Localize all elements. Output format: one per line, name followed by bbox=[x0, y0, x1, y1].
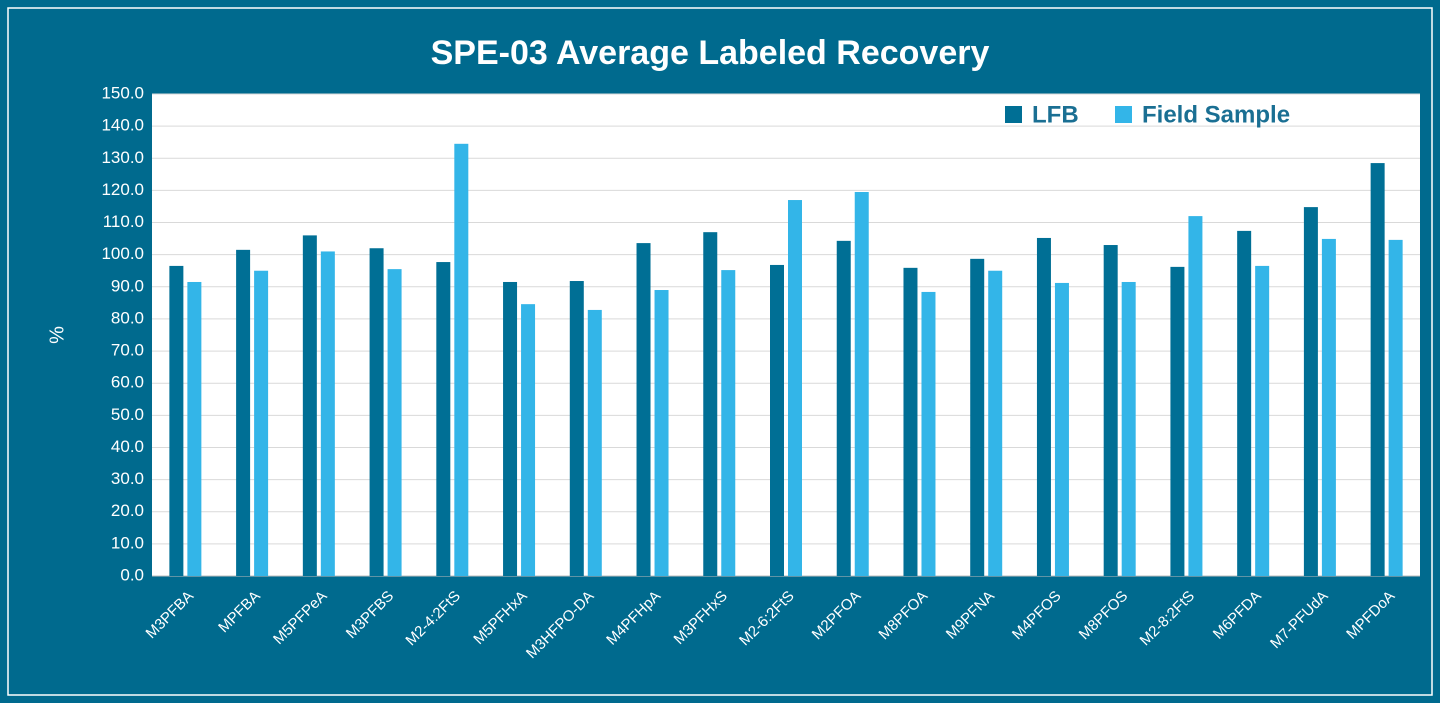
bar bbox=[1237, 230, 1252, 576]
bar bbox=[236, 249, 251, 576]
bar bbox=[1255, 265, 1270, 576]
y-tick-label: 60.0 bbox=[111, 373, 144, 392]
bar bbox=[703, 232, 718, 576]
bar bbox=[1103, 245, 1118, 576]
bar bbox=[988, 270, 1003, 576]
y-tick-label: 20.0 bbox=[111, 501, 144, 520]
legend-label: LFB bbox=[1032, 101, 1079, 128]
y-tick-label: 50.0 bbox=[111, 405, 144, 424]
bar bbox=[1036, 237, 1051, 576]
bar bbox=[369, 248, 384, 577]
bar bbox=[1054, 282, 1069, 576]
bar bbox=[503, 281, 518, 576]
y-tick-label: 130.0 bbox=[101, 148, 144, 167]
bar bbox=[1321, 238, 1336, 576]
bar bbox=[569, 281, 584, 576]
y-tick-label: 80.0 bbox=[111, 308, 144, 327]
y-tick-label: 140.0 bbox=[101, 116, 144, 135]
legend-label: Field Sample bbox=[1142, 101, 1290, 128]
bar bbox=[836, 240, 851, 576]
bar bbox=[254, 270, 269, 576]
y-tick-label: 90.0 bbox=[111, 276, 144, 295]
legend-swatch bbox=[1115, 106, 1132, 123]
bar bbox=[921, 291, 936, 576]
y-tick-label: 40.0 bbox=[111, 437, 144, 456]
y-tick-label: 120.0 bbox=[101, 180, 144, 199]
y-tick-label: 150.0 bbox=[101, 83, 144, 102]
bar bbox=[387, 269, 402, 576]
bar bbox=[721, 270, 736, 576]
bar bbox=[436, 262, 451, 576]
y-tick-label: 0.0 bbox=[120, 565, 144, 584]
y-tick-label: 70.0 bbox=[111, 341, 144, 360]
bar bbox=[1188, 216, 1203, 576]
y-tick-label: 110.0 bbox=[103, 212, 144, 231]
bar bbox=[454, 143, 469, 576]
bar bbox=[1170, 266, 1185, 576]
bar bbox=[169, 265, 184, 576]
bar bbox=[788, 200, 802, 577]
bar bbox=[854, 192, 869, 577]
plot-area bbox=[152, 94, 1420, 576]
y-tick-label: 30.0 bbox=[111, 469, 144, 488]
bar bbox=[654, 290, 669, 576]
bar bbox=[320, 251, 335, 576]
bar bbox=[587, 309, 602, 576]
frame bbox=[7, 7, 1433, 696]
bar bbox=[770, 264, 784, 576]
bar bbox=[302, 235, 317, 577]
bar bbox=[1303, 207, 1318, 577]
y-tick-label: 100.0 bbox=[101, 244, 144, 263]
bar bbox=[970, 258, 985, 576]
bar bbox=[521, 304, 536, 576]
bar bbox=[903, 267, 918, 576]
bar bbox=[1370, 163, 1385, 576]
bar bbox=[187, 281, 202, 576]
legend-swatch bbox=[1005, 106, 1022, 123]
y-tick-label: 10.0 bbox=[111, 533, 144, 552]
chart-title: SPE-03 Average Labeled Recovery bbox=[431, 34, 990, 72]
bar bbox=[1388, 239, 1403, 577]
y-axis-label: % bbox=[46, 326, 68, 344]
bar bbox=[636, 243, 651, 576]
bar bbox=[1121, 281, 1136, 576]
